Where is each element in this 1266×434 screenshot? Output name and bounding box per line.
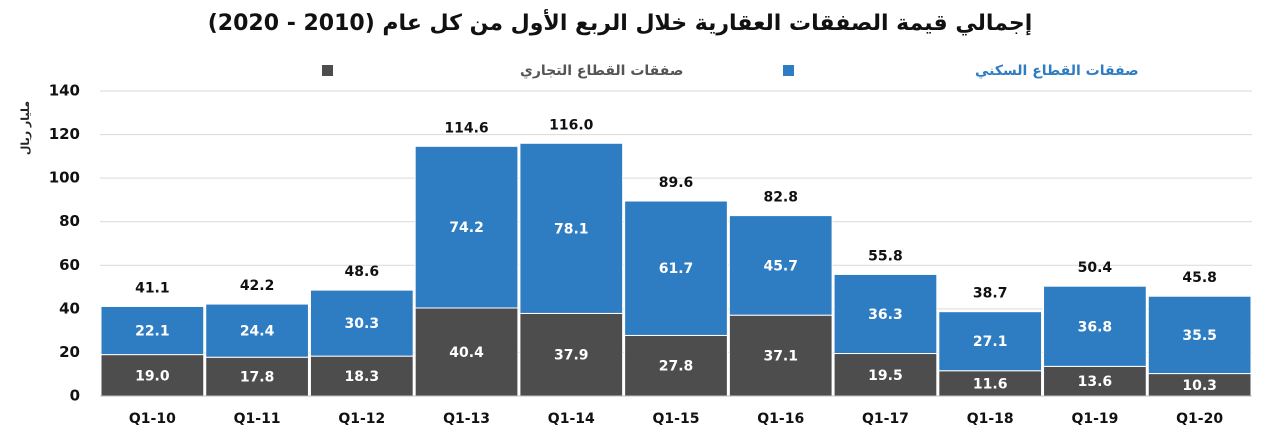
bar-segment [519, 312, 624, 397]
data-label: 30.3 [345, 316, 380, 332]
y-tick-label: 120 [49, 125, 80, 143]
y-tick-label: 20 [59, 343, 80, 361]
bar-segment [1043, 365, 1147, 397]
y-axis-label: مليار ريال [19, 101, 32, 155]
x-tick-label: Q1-14 [548, 411, 595, 427]
x-tick-label: Q1-19 [1071, 411, 1118, 427]
bar-segment [100, 354, 205, 397]
y-tick-label: 100 [49, 169, 80, 187]
data-label: 27.8 [659, 359, 694, 375]
y-tick-label: 40 [59, 299, 80, 317]
data-label: 40.4 [449, 345, 484, 361]
total-label: 45.8 [1182, 270, 1217, 286]
bar-segment [100, 305, 205, 356]
legend-label: صفقات القطاع السكني [975, 63, 1139, 79]
total-label: 41.1 [135, 280, 170, 296]
data-label: 61.7 [659, 261, 694, 277]
data-label: 36.8 [1078, 319, 1113, 335]
total-label: 82.8 [763, 190, 798, 206]
data-label: 11.6 [973, 376, 1008, 392]
bar-segment [624, 334, 728, 397]
total-label: 114.6 [444, 120, 488, 136]
bar-segment [309, 289, 414, 357]
data-label: 37.1 [763, 349, 798, 365]
bar-segment [205, 356, 309, 397]
total-label: 89.6 [659, 175, 694, 191]
y-tick-label: 0 [70, 387, 80, 405]
data-label: 78.1 [554, 221, 589, 237]
x-tick-label: Q1-15 [653, 411, 700, 427]
legend-swatch [322, 65, 333, 76]
data-label: 37.9 [554, 348, 589, 364]
data-label: 27.1 [973, 334, 1008, 350]
data-label: 45.7 [763, 258, 798, 274]
x-tick-label: Q1-10 [129, 411, 176, 427]
bar-segment [414, 307, 519, 397]
y-tick-label: 60 [59, 256, 80, 274]
data-label: 35.5 [1182, 328, 1217, 344]
x-tick-label: Q1-16 [757, 411, 804, 427]
bar-segment [624, 200, 728, 336]
total-label: 116.0 [549, 117, 594, 133]
y-tick-label: 140 [49, 82, 80, 100]
x-tick-label: Q1-17 [862, 411, 909, 427]
total-label: 55.8 [868, 248, 903, 264]
bar-segment [728, 215, 833, 316]
legend-label: صفقات القطاع التجاري [520, 63, 683, 80]
data-label: 36.3 [868, 307, 903, 323]
data-label: 19.0 [135, 368, 170, 384]
bar-segment [833, 273, 938, 355]
data-label: 18.3 [345, 369, 380, 385]
legend-swatch [783, 65, 794, 76]
x-tick-label: Q1-20 [1176, 411, 1223, 427]
bar-segment [414, 145, 519, 309]
total-label: 48.6 [345, 264, 380, 280]
bar-segment [728, 314, 833, 397]
x-tick-label: Q1-13 [443, 411, 490, 427]
chart-title: إجمالي قيمة الصفقات العقارية خلال الربع … [208, 8, 1033, 36]
bar-segment [1147, 295, 1252, 375]
total-label: 38.7 [973, 286, 1008, 302]
data-label: 10.3 [1182, 378, 1217, 394]
bar-segment [205, 303, 309, 358]
bar-segment [309, 355, 414, 397]
bar-segment [938, 311, 1043, 372]
total-label: 42.2 [240, 278, 275, 294]
data-label: 74.2 [449, 220, 484, 236]
x-tick-label: Q1-11 [234, 411, 281, 427]
x-tick-label: Q1-12 [338, 411, 385, 427]
y-tick-label: 80 [59, 212, 80, 230]
bar-segment [833, 353, 938, 397]
x-tick-label: Q1-18 [967, 411, 1014, 427]
bar-segment [519, 142, 624, 314]
data-label: 19.5 [868, 368, 903, 384]
data-label: 13.6 [1078, 374, 1113, 390]
data-label: 17.8 [240, 370, 275, 386]
data-label: 22.1 [135, 324, 170, 340]
bar-segment [1043, 285, 1147, 367]
data-label: 24.4 [240, 324, 275, 340]
total-label: 50.4 [1078, 260, 1113, 276]
